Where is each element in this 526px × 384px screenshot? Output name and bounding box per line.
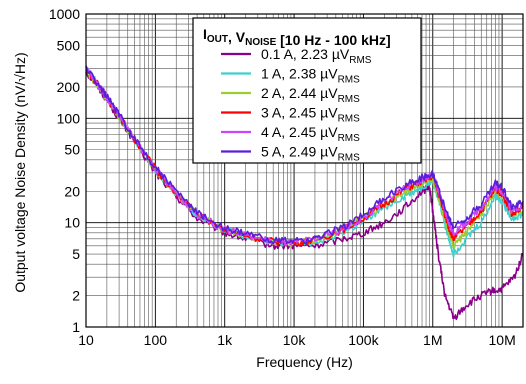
- tick-labels: 10 100 1k 10k 100k 1M 10M 1 2 5 10 20 50 100 200 500 100…: [49, 6, 516, 348]
- series-line-5: [85, 65, 524, 245]
- legend-entry-label: 5 A, 2.49 µVRMS: [261, 144, 360, 164]
- plot-frame: [85, 13, 524, 328]
- x-tick-label: 10k: [283, 332, 307, 348]
- x-tick-label: 10M: [489, 332, 516, 348]
- y-axis-label: Output voltage Noise Density (nV/√Hz): [12, 52, 28, 292]
- y-tick-label: 200: [57, 79, 81, 95]
- y-tick-label: 50: [64, 142, 80, 158]
- y-tick-label: 1000: [49, 6, 80, 22]
- y-tick-label: 100: [57, 110, 81, 126]
- y-tick-label: 500: [57, 37, 81, 53]
- x-tick-label: 100k: [348, 332, 379, 348]
- legend-entry-label: 1 A, 2.38 µVRMS: [261, 66, 360, 86]
- x-tick-label: 1k: [217, 332, 233, 348]
- legend-entry-label: 2 A, 2.44 µVRMS: [261, 85, 360, 105]
- legend-entry-label: 0.1 A, 2.23 µVRMS: [261, 46, 372, 66]
- legend-entry-label: 4 A, 2.45 µVRMS: [261, 124, 360, 144]
- y-tick-label: 10: [64, 215, 80, 231]
- legend: IOUT, VNOISE [10 Hz - 100 kHz]0.1 A, 2.2…: [192, 17, 422, 164]
- y-tick-label: 1: [72, 319, 80, 335]
- x-tick-label: 10: [78, 332, 94, 348]
- legend-entry-label: 3 A, 2.45 µVRMS: [261, 105, 360, 125]
- legend-title: IOUT, VNOISE [10 Hz - 100 kHz]: [203, 26, 391, 48]
- x-tick-label: 1M: [423, 332, 442, 348]
- series-group: [85, 65, 524, 321]
- y-tick-label: 5: [72, 246, 80, 262]
- y-tick-label: 20: [64, 183, 80, 199]
- legend-box: [192, 17, 422, 164]
- y-tick-label: 2: [72, 288, 80, 304]
- x-axis-label: Frequency (Hz): [256, 354, 352, 370]
- x-tick-label: 100: [144, 332, 168, 348]
